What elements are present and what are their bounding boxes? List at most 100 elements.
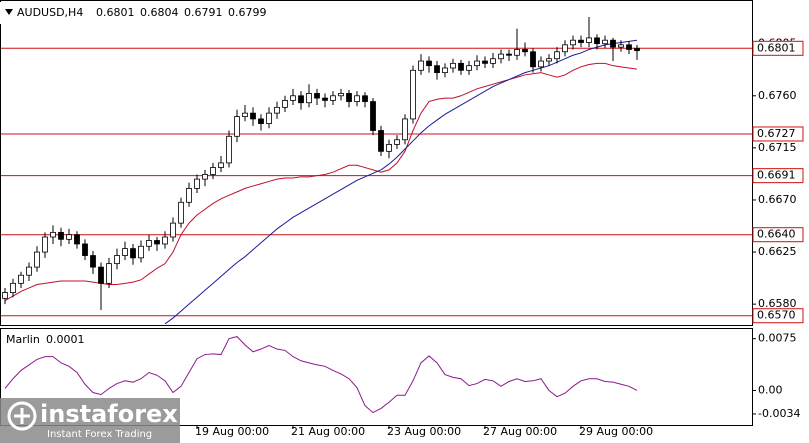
candle-body [138,245,144,259]
candle-body [450,62,456,69]
watermark-brand: instaforex [40,400,178,428]
candle-body [514,49,520,56]
y-tick-label: 0.6580 [758,297,797,310]
level-label-box [752,227,804,243]
candle-body [178,201,184,224]
candle-body [26,266,32,276]
candle-body [426,60,432,67]
level-label: 0.6727 [757,127,796,140]
watermark-icon [7,401,37,431]
candle-body [274,106,280,114]
candle-body [58,231,64,240]
candle-body [298,95,304,104]
indicator-tick-label: 0.0075 [758,332,797,345]
candle-body [66,234,72,240]
candle-body [602,39,608,45]
candle-body [130,248,136,259]
candle-body [594,37,600,45]
candle-body [538,60,544,68]
header-bg [0,2,320,24]
candle-body [498,53,504,60]
level-label: 0.6691 [757,169,796,182]
candle-body [218,162,224,168]
level-label: 0.6640 [757,228,796,241]
candle-body [506,53,512,56]
y-tick-label: 0.6670 [758,193,797,206]
candle-body [186,187,192,203]
candle-body [618,44,624,48]
y-tick-label: 0.6715 [758,141,797,154]
candle-body [386,143,392,152]
candle-body [74,234,80,245]
candle-body [554,51,560,60]
candle-body [346,93,352,102]
candle-body [290,95,296,101]
candle-body [402,118,408,141]
candle-body [154,240,160,245]
candle-body [530,51,536,68]
candle-body [90,255,96,268]
candle-body [610,39,616,48]
candle-body [546,58,552,62]
x-tick-label: 23 Aug 00:00 [387,425,461,438]
candle-body [322,97,328,101]
candle-body [394,139,400,145]
level-label-box [752,308,804,324]
level-label: 0.6801 [757,41,796,54]
level-label-box [752,168,804,184]
candle-body [10,282,16,293]
candle-body [146,240,152,247]
candle-body [162,236,168,245]
candle-body [306,93,312,104]
candle-body [234,116,240,137]
close: 0.6799 [228,6,267,19]
candle-body [210,167,216,175]
candle-body [170,222,176,238]
candle-body [466,65,472,71]
candle-body [418,60,424,71]
candle-body [410,69,416,120]
candle-body [338,93,344,97]
x-tick-label: 21 Aug 00:00 [291,425,365,438]
candle-body [282,100,288,108]
overlay-line [4,62,638,302]
low: 0.6791 [184,6,223,19]
header-arrow [5,9,13,15]
watermark-tagline: Instant Forex Trading [47,429,152,440]
candle-body [362,95,368,102]
candle-body [250,112,256,120]
candle-body [434,65,440,74]
candle-body [458,62,464,71]
watermark-icon-cross [14,408,30,424]
candle-body [314,93,320,99]
candle-body [106,263,112,284]
candle-body [578,39,584,43]
candle-body [626,44,632,50]
overlay-line [164,39,638,325]
candle-body [18,274,24,284]
candle-body [474,60,480,67]
candle-body [370,101,376,131]
open: 0.6801 [96,6,135,19]
candle-body [570,39,576,46]
level-label: 0.6570 [757,309,796,322]
x-tick-label: 27 Aug 00:00 [483,425,557,438]
symbol: AUDUSD,H4 [17,6,83,19]
candle-body [50,231,56,238]
candle-body [42,236,48,253]
high: 0.6804 [140,6,179,19]
x-tick-label: 29 Aug 00:00 [579,425,653,438]
candle-body [522,49,528,53]
indicator-name: Marlin [6,333,40,346]
candle-body [562,44,568,53]
x-tick-label: 19 Aug 00:00 [195,425,269,438]
candle-body [378,130,384,152]
indicator-tick-label: 0.00 [758,383,783,396]
level-label-box [752,40,804,56]
candle-body [122,248,128,256]
candle-body [202,174,208,180]
y-tick-label: 0.6625 [758,245,797,258]
plot-area [1,17,756,429]
candle-body [242,112,248,118]
level-label-box [752,126,804,142]
